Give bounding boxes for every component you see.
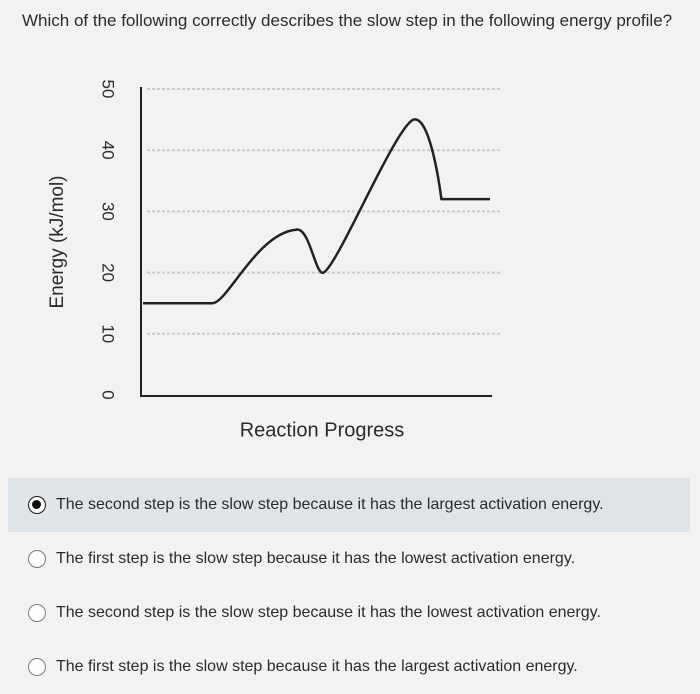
energy-curve xyxy=(143,118,490,305)
radio-button[interactable] xyxy=(28,550,46,568)
answer-option-label: The second step is the slow step because… xyxy=(56,496,604,513)
y-tick-label-30: 30 xyxy=(99,202,118,221)
answer-option-2[interactable]: The first step is the slow step because … xyxy=(0,532,700,586)
x-axis-label: Reaction Progress xyxy=(240,419,405,441)
answer-option-4[interactable]: The first step is the slow step because … xyxy=(0,640,700,694)
answer-option-label: The first step is the slow step because … xyxy=(56,550,576,567)
radio-button[interactable] xyxy=(28,604,46,622)
y-tick-label-50: 50 xyxy=(99,80,118,99)
y-tick-label-40: 40 xyxy=(99,141,118,160)
answer-option-label: The first step is the slow step because … xyxy=(56,658,578,675)
energy-profile-svg: 50 40 30 20 10 0 Energy (kJ/mol) Reaction Progr… xyxy=(47,80,500,441)
question-text: Which of the following correctly describ… xyxy=(22,11,673,30)
answer-option-3[interactable]: The second step is the slow step because… xyxy=(0,586,700,640)
energy-profile-chart: 50 40 30 20 10 0 Energy (kJ/mol) Reaction Progr… xyxy=(47,80,500,441)
y-tick-label-10: 10 xyxy=(99,324,118,343)
y-axis-label: Energy (kJ/mol) xyxy=(47,175,68,308)
radio-button[interactable] xyxy=(28,658,46,676)
answer-option-1[interactable]: The second step is the slow step because… xyxy=(8,478,690,532)
answer-option-label: The second step is the slow step because… xyxy=(56,604,601,621)
y-tick-label-0: 0 xyxy=(99,390,118,399)
y-tick-label-20: 20 xyxy=(99,263,118,282)
radio-button-selected[interactable] xyxy=(28,496,46,514)
answer-options: The second step is the slow step because… xyxy=(0,478,700,694)
